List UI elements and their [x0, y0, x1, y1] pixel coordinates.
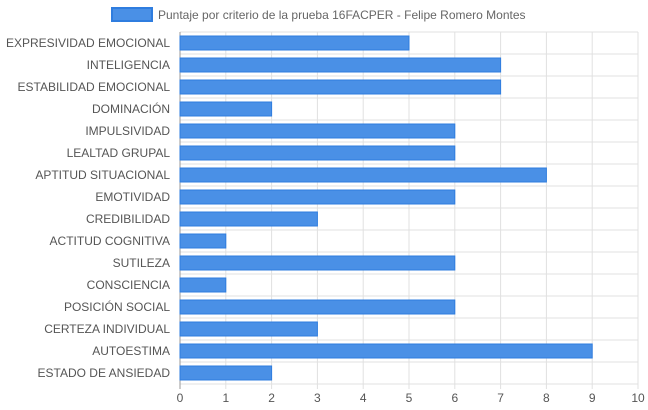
x-tick-label: 0 — [177, 391, 184, 405]
x-tick-label: 6 — [451, 391, 458, 405]
grid — [179, 31, 639, 389]
bar — [179, 145, 456, 161]
category-label: EMOTIVIDAD — [95, 190, 170, 204]
x-tick-label: 9 — [589, 391, 596, 405]
legend: Puntaje por criterio de la prueba 16FACP… — [111, 7, 526, 22]
bar — [179, 299, 456, 315]
x-tick-label: 1 — [222, 391, 229, 405]
x-tick-label: 7 — [497, 391, 504, 405]
bar — [179, 211, 318, 227]
category-label: INTELIGENCIA — [87, 58, 170, 72]
category-label: DOMINACIÓN — [92, 101, 170, 116]
category-label: IMPULSIVIDAD — [85, 124, 170, 138]
legend-swatch — [111, 7, 153, 22]
category-label: ESTABILIDAD EMOCIONAL — [18, 80, 171, 94]
x-tick-label: 5 — [406, 391, 413, 405]
x-axis-ticks: 0 1 2 3 4 5 6 7 8 9 10 — [177, 391, 645, 405]
bar — [179, 79, 502, 95]
category-label: ACTITUD COGNITIVA — [50, 234, 170, 248]
x-tick-label: 10 — [631, 391, 645, 405]
bar — [179, 365, 273, 381]
legend-label: Puntaje por criterio de la prueba 16FACP… — [158, 8, 526, 22]
x-tick-label: 3 — [314, 391, 321, 405]
x-tick-label: 4 — [360, 391, 367, 405]
bar — [179, 189, 456, 205]
x-tick-label: 2 — [268, 391, 275, 405]
bar — [179, 167, 547, 183]
bars — [179, 35, 593, 381]
category-label: CONSCIENCIA — [87, 278, 170, 292]
bar — [179, 233, 227, 249]
category-label: AUTOESTIMA — [92, 344, 170, 358]
category-label: CREDIBILIDAD — [86, 212, 170, 226]
x-tick-label: 8 — [543, 391, 550, 405]
category-label: CERTEZA INDIVIDUAL — [44, 322, 170, 336]
bar — [179, 277, 227, 293]
bar — [179, 123, 456, 139]
category-label: EXPRESIVIDAD EMOCIONAL — [6, 36, 170, 50]
category-label: POSICIÓN SOCIAL — [64, 299, 170, 314]
bar — [179, 255, 456, 271]
category-labels: EXPRESIVIDAD EMOCIONAL INTELIGENCIA ESTABI… — [6, 36, 170, 380]
category-label: APTITUD SITUACIONAL — [35, 168, 170, 182]
bar — [179, 343, 593, 359]
bar — [179, 57, 502, 73]
bar — [179, 321, 318, 337]
category-label: SUTILEZA — [113, 256, 170, 270]
category-label: LEALTAD GRUPAL — [67, 146, 171, 160]
bar — [179, 101, 273, 117]
bar — [179, 35, 410, 51]
category-label: ESTADO DE ANSIEDAD — [38, 366, 171, 380]
